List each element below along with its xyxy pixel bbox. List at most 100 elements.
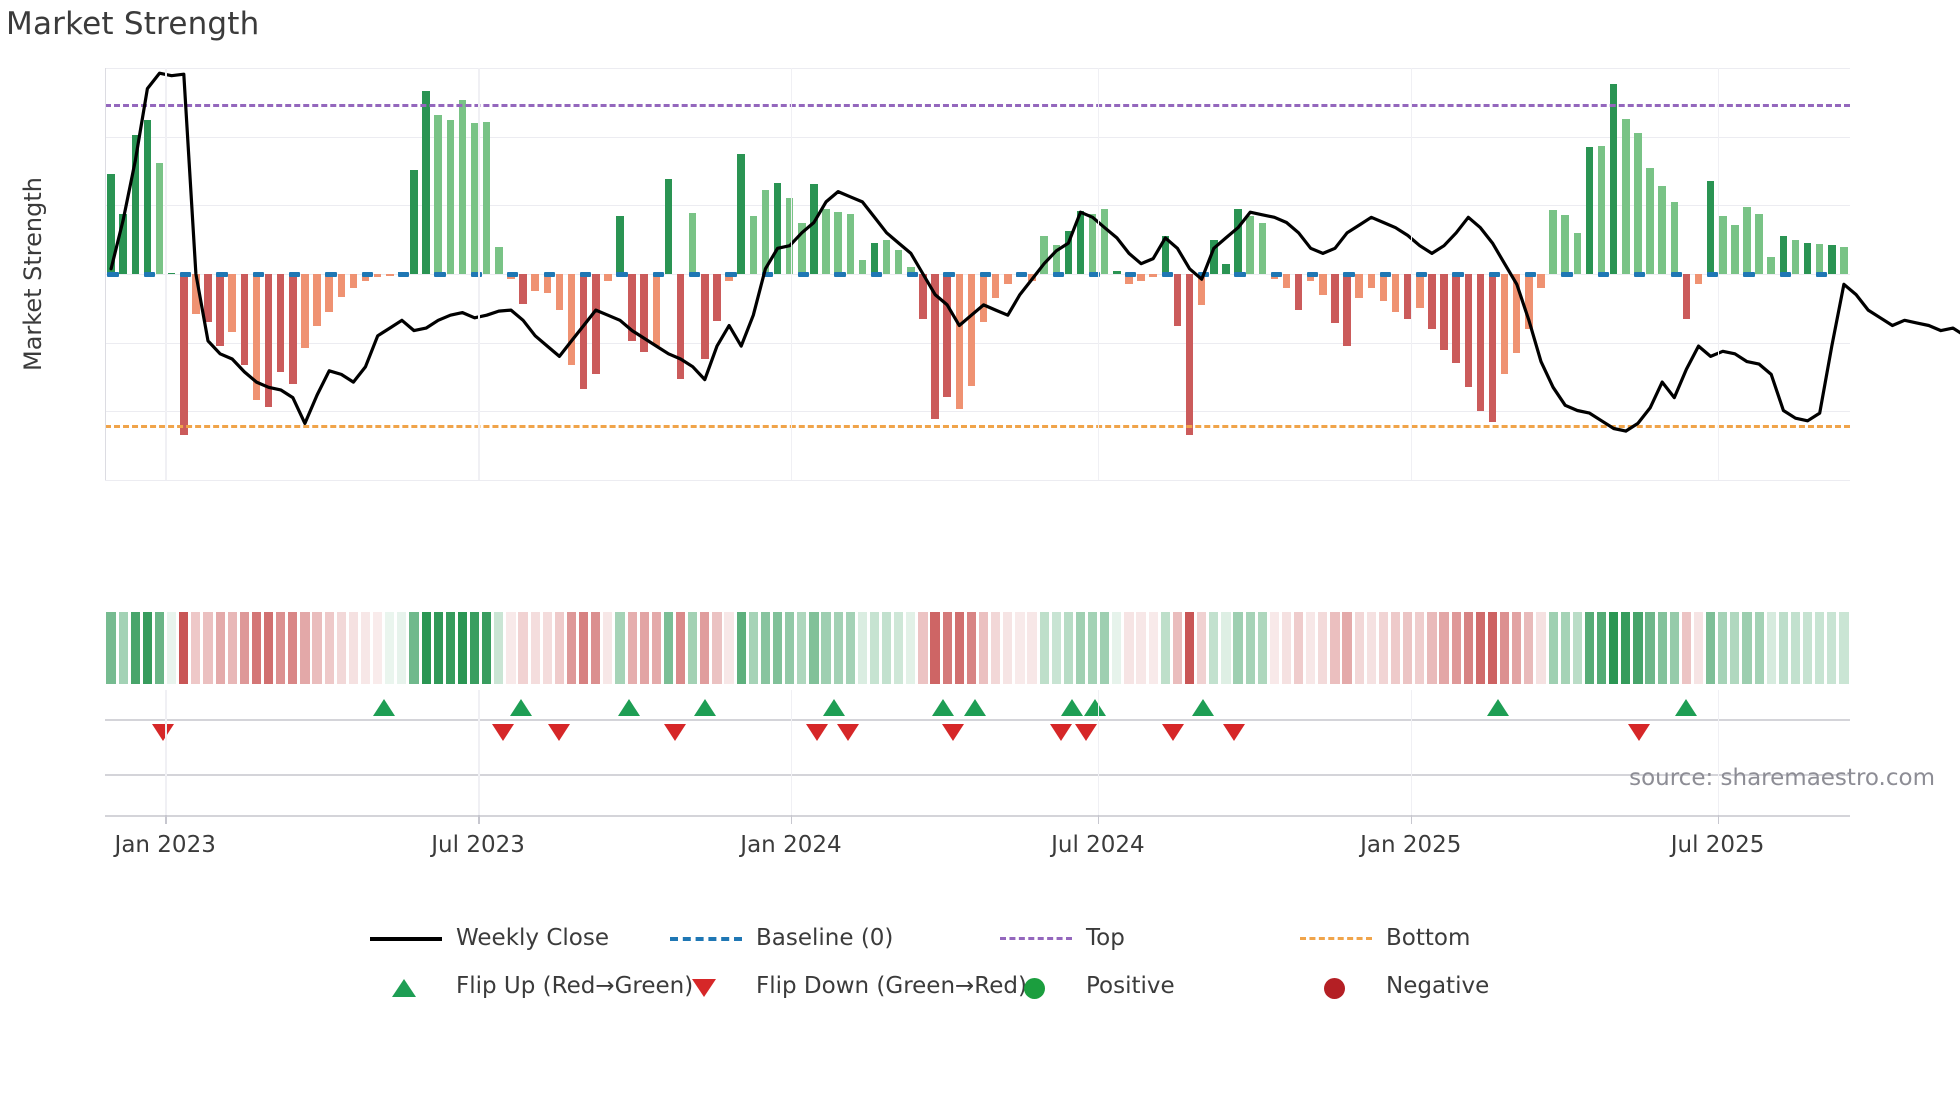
heat-cell <box>942 612 952 684</box>
strength-bar <box>1634 133 1642 274</box>
heat-cell <box>397 612 407 684</box>
strength-bar <box>1234 208 1242 274</box>
legend-item[interactable]: Weekly Close <box>370 925 670 951</box>
x-gridline <box>1717 690 1720 815</box>
baseline-dash <box>616 271 628 277</box>
heat-cell <box>1827 612 1837 684</box>
heat-cell <box>1027 612 1037 684</box>
legend-item[interactable]: Top <box>1000 925 1300 951</box>
heat-cell <box>615 612 625 684</box>
x-tick-mark <box>478 815 480 824</box>
strength-bar <box>967 274 976 386</box>
strength-heat-strip <box>105 612 1850 684</box>
solid-line-black-icon <box>370 928 442 948</box>
heat-cell <box>736 612 746 684</box>
x-tick-mark <box>1717 815 1720 824</box>
strength-bar <box>1694 274 1703 285</box>
heat-cell <box>1681 612 1691 684</box>
heat-cell <box>130 612 140 684</box>
page-title: Market Strength <box>6 6 260 42</box>
weekly-close-line <box>109 71 1960 433</box>
strength-bar <box>543 274 552 294</box>
baseline-dash <box>1270 271 1282 277</box>
heat-cell <box>191 612 201 684</box>
strength-bar <box>1549 210 1557 274</box>
heat-cell <box>1136 612 1146 684</box>
strength-bar <box>131 134 140 274</box>
strength-bar <box>1052 245 1060 274</box>
strength-bar <box>1258 222 1267 274</box>
legend-swatch <box>1324 978 1345 999</box>
strength-bar <box>240 274 249 365</box>
heat-cell <box>978 612 989 684</box>
heat-cell <box>554 612 565 684</box>
x-tick-mark <box>1410 815 1413 824</box>
strength-bar <box>1609 84 1618 274</box>
strength-bar <box>1161 236 1170 274</box>
baseline-dash <box>1743 271 1755 277</box>
strength-bar <box>1040 236 1048 274</box>
heat-cell <box>494 612 504 684</box>
legend-item[interactable]: Positive <box>1000 973 1300 999</box>
baseline-dash <box>252 271 264 277</box>
heat-cell <box>324 612 334 684</box>
flip-up-marker <box>694 699 717 716</box>
strength-bar <box>907 267 915 274</box>
strength-bar <box>325 274 333 313</box>
strength-bar <box>1088 213 1097 274</box>
strength-bar <box>810 184 818 274</box>
baseline-dash <box>107 271 119 277</box>
baseline-dash <box>1634 271 1646 277</box>
heat-cell <box>251 612 262 684</box>
baseline-dash <box>798 271 810 277</box>
heat-cell <box>433 612 443 684</box>
strength-bar <box>386 274 394 276</box>
strength-bar <box>119 213 127 274</box>
strength-bar <box>1525 274 1533 329</box>
heat-cell <box>409 612 419 684</box>
flip-up-marker <box>931 699 954 716</box>
baseline-dash <box>543 271 555 277</box>
x-tick-mark <box>165 815 167 824</box>
strength-bar <box>1670 201 1679 274</box>
x-tick-label: Jul 2024 <box>1051 832 1145 858</box>
strength-bar <box>1828 245 1836 274</box>
heat-cell <box>1693 612 1704 684</box>
heat-cell <box>785 612 795 684</box>
heat-cell <box>688 612 698 684</box>
chart-legend: Weekly Close Baseline (0) Top Bottom Flip Up… <box>370 925 1620 999</box>
heat-cell <box>1063 612 1073 684</box>
strength-bar <box>1416 274 1424 309</box>
heat-cell <box>215 612 225 684</box>
strength-bar <box>410 169 418 274</box>
flip-down-marker <box>663 724 686 741</box>
heat-cell <box>360 612 371 684</box>
legend-item[interactable]: Negative <box>1300 973 1620 999</box>
heat-cell <box>1718 612 1728 684</box>
heat-cell <box>106 612 116 684</box>
heat-cell <box>469 612 480 684</box>
legend-item[interactable]: Bottom <box>1300 925 1620 951</box>
legend-item[interactable]: Flip Up (Red→Green) <box>370 973 693 999</box>
heat-cell <box>1075 612 1086 684</box>
strength-bar <box>1113 270 1121 274</box>
heat-cell <box>312 612 322 684</box>
strength-bar <box>1246 215 1254 274</box>
baseline-dash <box>143 271 155 277</box>
baseline-dash <box>470 271 483 277</box>
heat-cell <box>1584 612 1595 684</box>
strength-bar <box>1791 239 1800 274</box>
baseline-dash <box>1379 271 1391 277</box>
legend-swatch <box>670 937 742 941</box>
legend-item[interactable]: Flip Down (Green→Red) <box>670 973 1027 999</box>
legend-item[interactable]: Baseline (0) <box>670 925 1000 951</box>
x-axis-spine <box>105 815 1850 817</box>
heat-cell <box>1221 612 1231 684</box>
strength-bar <box>301 274 309 349</box>
legend-label: Weekly Close <box>456 925 609 951</box>
heat-cell <box>712 612 722 684</box>
heat-cell <box>1257 612 1267 684</box>
strength-bar <box>1452 274 1460 364</box>
strength-bar <box>228 274 236 333</box>
heat-cell <box>772 612 783 684</box>
